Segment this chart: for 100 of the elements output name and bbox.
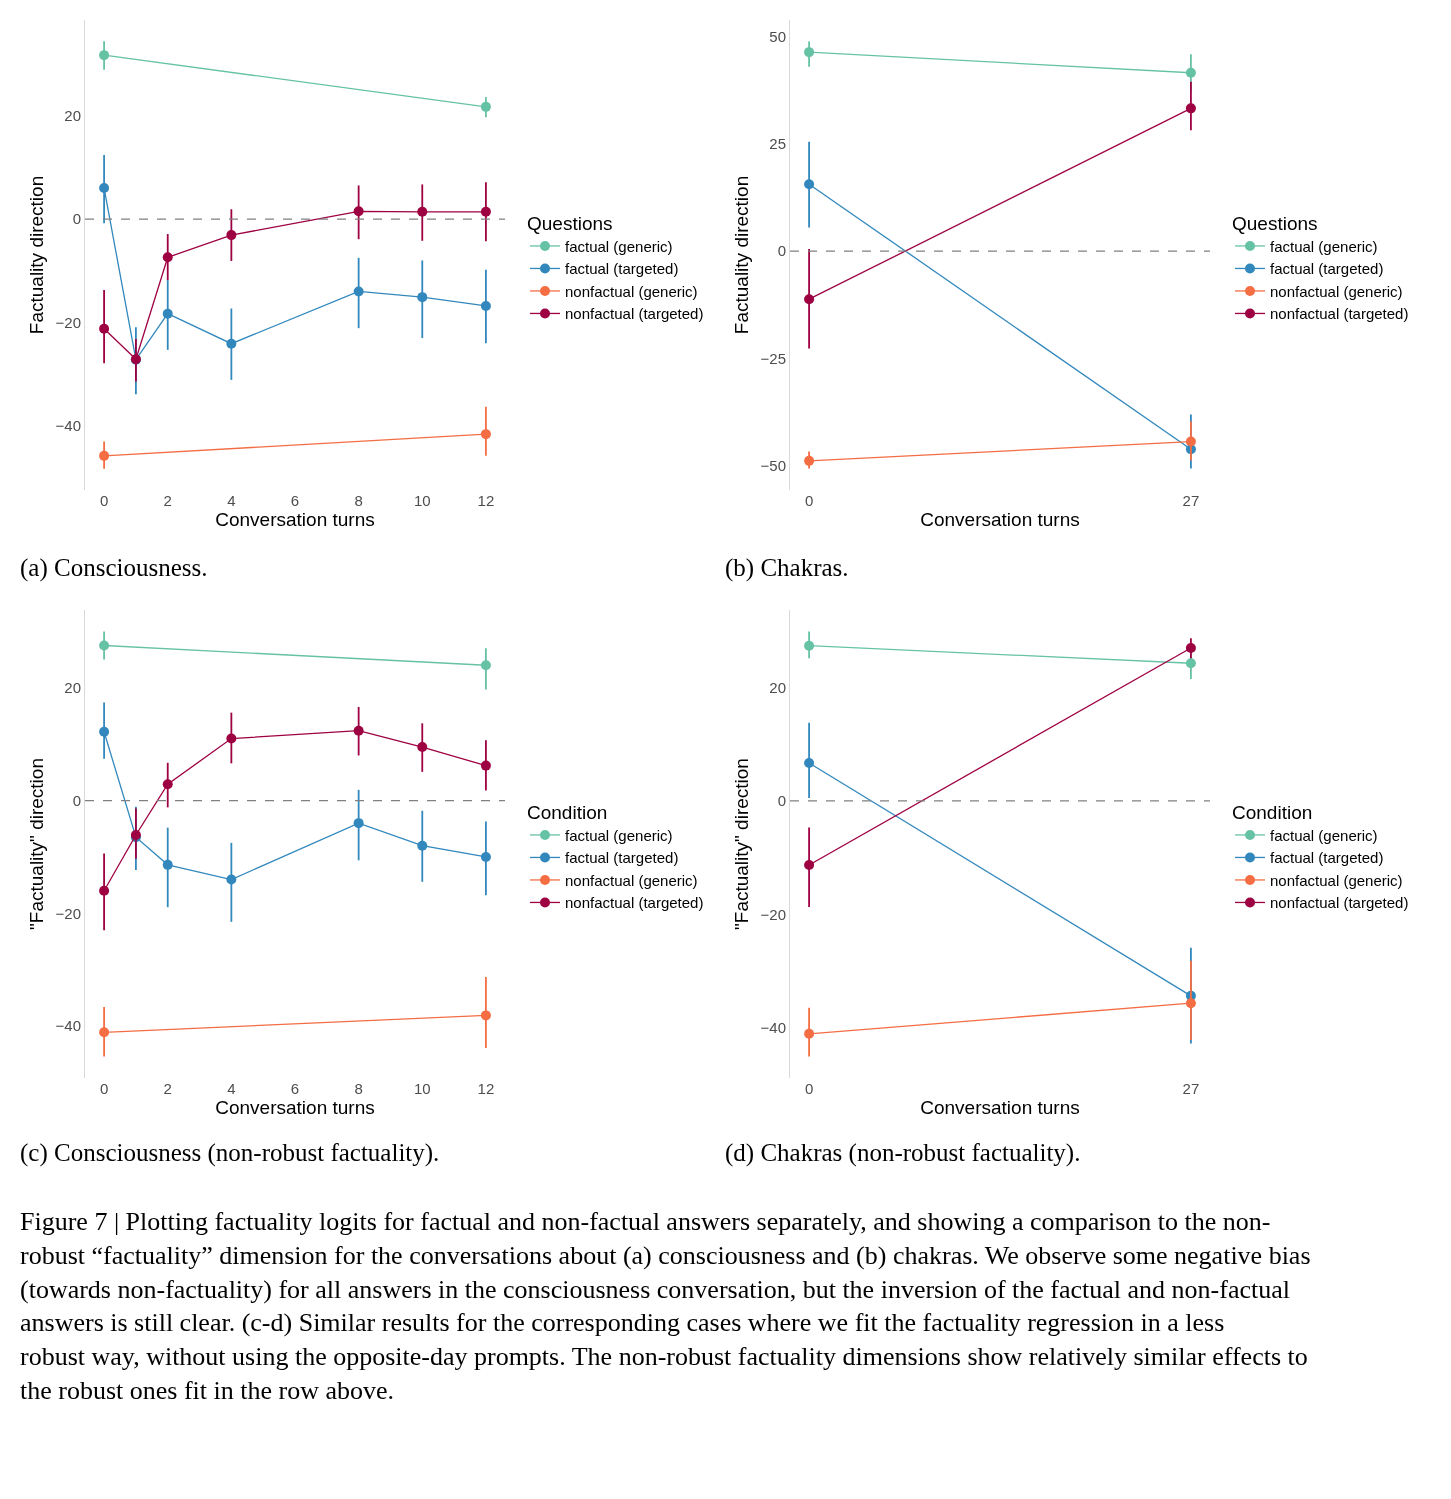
y-tick-label: 20	[769, 678, 786, 696]
point	[99, 50, 110, 61]
legend-label: nonfactual (targeted)	[565, 305, 704, 323]
x-axis-title: Conversation turns	[920, 508, 1080, 530]
legend-title: Questions	[1232, 212, 1318, 234]
point	[1185, 658, 1196, 669]
point	[226, 230, 237, 241]
point	[162, 308, 173, 319]
x-tick-label: 10	[413, 492, 431, 509]
y-tick-label: 50	[769, 27, 786, 45]
y-tick-label: 20	[64, 679, 81, 697]
y-tick-label: 0	[72, 210, 81, 228]
point	[417, 742, 428, 753]
x-tick-label: 27	[1182, 492, 1200, 509]
x-tick-label: 0	[804, 1080, 814, 1097]
point	[804, 1028, 815, 1039]
y-tick-label: −40	[55, 417, 81, 435]
x-tick-label: 12	[477, 1080, 495, 1097]
point	[417, 840, 428, 851]
point	[99, 640, 110, 651]
point	[99, 726, 110, 737]
point	[99, 885, 110, 896]
point	[480, 101, 491, 112]
point	[353, 206, 364, 217]
x-tick-label: 8	[354, 492, 363, 509]
y-axis-title: Factuality direction	[26, 175, 48, 335]
x-axis-title: Conversation turns	[215, 509, 375, 530]
x-axis-title: Conversation turns	[920, 1096, 1080, 1118]
point	[1185, 998, 1196, 1009]
legend-label: factual (generic)	[1270, 237, 1378, 255]
y-tick-label: 25	[769, 135, 786, 153]
point	[353, 818, 364, 829]
point	[99, 1027, 110, 1038]
text: (c) Consciousness (non-robust factuality).	[20, 1139, 440, 1167]
x-tick-label: 0	[804, 492, 814, 509]
x-tick-label: 0	[99, 492, 109, 509]
point	[1185, 436, 1196, 447]
legend-title: Condition	[527, 801, 608, 823]
legend-label: nonfactual (generic)	[1270, 871, 1403, 889]
y-axis-title: Factuality direction	[731, 175, 753, 335]
y-tick-label: −40	[760, 1018, 786, 1036]
point	[226, 733, 237, 744]
legend-label: factual (targeted)	[1270, 849, 1384, 867]
point	[480, 429, 491, 440]
point	[480, 660, 491, 671]
point	[353, 286, 364, 297]
caption: Figure 7 | Plotting factuality logits for factual and non-factual answers separately, and showing a comparison to the non-robust “factuality” dimension for the conversations about (a) consciousness and (b) chakras. We observe some negative bias (towards non-factuality) for all answers in the consciousness conversation, but the inversion of the factual and non-factual answers is still clear. (c-d) Similar results for the corresponding cases where we fit the factuality regression in a less robust way, without using the opposite-day prompts. The non-robust factuality dimensions show relatively similar effects to the robust ones fit in the row above.	[20, 1207, 1311, 1405]
text: (b) Chakras.	[725, 554, 849, 582]
point	[804, 47, 815, 58]
point	[804, 859, 815, 870]
point	[162, 859, 173, 870]
point	[804, 455, 815, 466]
legend-label: nonfactual (generic)	[1270, 282, 1403, 300]
legend-label: factual (generic)	[565, 826, 673, 844]
point	[417, 292, 428, 303]
point	[1185, 103, 1196, 114]
point	[480, 760, 491, 771]
x-tick-label: 8	[354, 1080, 363, 1097]
point	[804, 179, 815, 190]
y-tick-label: −20	[55, 904, 81, 922]
point	[162, 779, 173, 790]
legend-label: nonfactual (targeted)	[1270, 305, 1409, 323]
x-tick-label: 10	[413, 1080, 431, 1097]
x-tick-label: 0	[99, 1080, 109, 1097]
x-tick-label: 4	[227, 492, 236, 509]
legend-title: Questions	[527, 212, 613, 234]
x-tick-label: 2	[163, 1080, 172, 1097]
point	[226, 874, 237, 885]
x-tick-label: 6	[290, 492, 300, 509]
legend-label: factual (generic)	[565, 237, 673, 255]
point	[99, 183, 110, 194]
point	[353, 725, 364, 736]
y-tick-label: 0	[777, 792, 786, 810]
y-tick-label: 0	[777, 242, 786, 260]
point	[1185, 67, 1196, 78]
point	[99, 323, 110, 334]
point	[804, 640, 815, 651]
legend-label: nonfactual (generic)	[565, 871, 698, 889]
y-tick-label: −50	[760, 456, 786, 474]
y-tick-label: 20	[64, 106, 81, 124]
point	[99, 450, 110, 461]
y-tick-label: −25	[760, 349, 786, 367]
point	[480, 300, 491, 311]
point	[804, 757, 815, 768]
y-tick-label: −20	[55, 313, 81, 331]
point	[480, 206, 491, 217]
y-tick-label: 0	[72, 791, 81, 809]
y-tick-label: −20	[760, 905, 786, 923]
legend-label: factual (generic)	[1270, 826, 1378, 844]
x-tick-label: 4	[227, 1080, 236, 1097]
point	[804, 294, 815, 305]
x-tick-label: 12	[477, 492, 495, 509]
x-tick-label: 2	[163, 492, 172, 509]
y-tick-label: −40	[55, 1017, 81, 1035]
text: (a) Consciousness.	[20, 554, 208, 582]
legend-label: nonfactual (targeted)	[1270, 894, 1409, 912]
legend-label: factual (targeted)	[565, 260, 679, 278]
point	[480, 1010, 491, 1021]
point	[162, 252, 173, 263]
point	[1185, 642, 1196, 653]
